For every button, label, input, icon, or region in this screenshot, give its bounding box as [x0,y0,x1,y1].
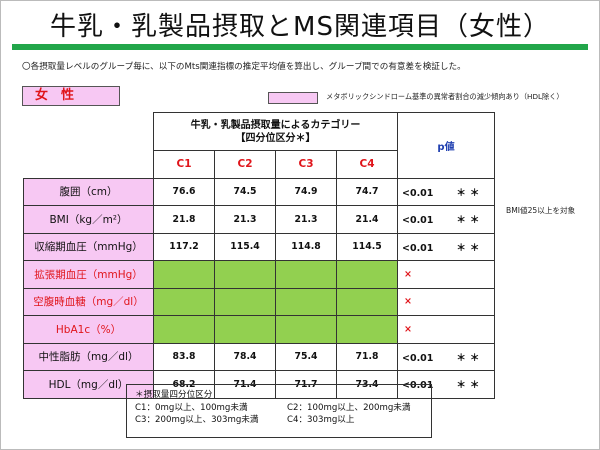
p-value-cell: <0.01 ＊＊ [397,205,495,234]
cell-na [275,315,337,344]
footnote-row: C3：200mg以上、303mg未満 C4：303mg以上 [135,414,423,427]
p-value: <0.01 [402,187,434,199]
sex-label: 女 性 [22,86,120,106]
significance-stars: ＊＊ [456,215,484,227]
cell-na [214,315,276,344]
cell: 71.8 [336,342,398,371]
p-value-cell: <0.01 ＊＊ [397,232,495,261]
p-value-cell: × [397,287,495,316]
category-header-line2: 【四分位区分＊】 [235,132,316,144]
p-value-cell: × [397,260,495,289]
cell-na [153,315,215,344]
table-row: 中性脂肪（mg／dl） 83.8 78.4 75.4 71.8 <0.01 ＊＊ [23,342,495,371]
p-value: <0.01 [402,380,434,392]
col-c1: C1 [153,150,215,179]
table-row: BMI（kg／m²） 21.8 21.3 21.3 21.4 <0.01 ＊＊ [23,205,495,234]
table-row: 収縮期血圧（mmHg） 117.2 115.4 114.8 114.5 <0.0… [23,232,495,261]
p-value: <0.01 [402,352,434,364]
quartile-footnote: ＊摂取量四分位区分 C1：0mg以上、100mg未満 C2：100mg以上、20… [126,384,432,438]
p-value: <0.01 [402,215,434,227]
cell-na [214,260,276,289]
row-label: HbA1c（%） [23,315,154,344]
table-row: 拡張期血圧（mmHg） × [23,260,495,289]
row-label: BMI（kg／m²） [23,205,154,234]
cell: 21.4 [336,205,398,234]
cell: 74.9 [275,177,337,206]
p-value-cell: <0.01 ＊＊ [397,342,495,371]
p-value-cell: × [397,315,495,344]
corner-blank-2 [24,151,154,179]
cell: 21.3 [275,205,337,234]
cell: 115.4 [214,232,276,261]
footnote-row: C1：0mg以上、100mg未満 C2：100mg以上、200mg未満 [135,402,423,415]
significance-stars: ＊＊ [456,187,484,199]
cell: 117.2 [153,232,215,261]
p-value-cell: <0.01 ＊＊ [397,177,495,206]
legend-swatch [268,92,318,104]
row-label: 拡張期血圧（mmHg） [23,260,154,289]
significance-stars: ＊＊ [456,242,484,254]
slide-title: 牛乳・乳製品摂取とMS関連項目（女性） [50,12,550,42]
cell-na [275,287,337,316]
title-underline [12,44,588,50]
col-c3: C3 [275,150,337,179]
bmi-side-note: BMI値25以上を対象 [506,206,576,215]
footnote-c1: C1：0mg以上、100mg未満 [135,402,248,413]
footnote-c3: C3：200mg以上、303mg未満 [135,415,259,425]
row-label: 収縮期血圧（mmHg） [23,232,154,261]
cell-na [153,260,215,289]
p-value: <0.01 [402,242,434,254]
cell: 114.5 [336,232,398,261]
col-c4: C4 [336,150,398,179]
footnote-c4: C4：303mg以上 [287,415,355,425]
intro-note: 〇各摂取量レベルのグループ毎に、以下のMts関連指標の推定平均値を算出し、グルー… [22,62,466,72]
col-c2: C2 [214,150,276,179]
table-row: 腹囲（cm） 76.6 74.5 74.9 74.7 <0.01 ＊＊ [23,177,495,206]
category-header-line1: 牛乳・乳製品摂取量によるカテゴリー [190,119,361,131]
cell: 114.8 [275,232,337,261]
cell-na [336,287,398,316]
cell: 21.8 [153,205,215,234]
row-label: HDL（mg／dl） [23,370,154,399]
cell: 78.4 [214,342,276,371]
row-label: 空腹時血糖（mg／dl） [23,287,154,316]
cell-na [336,315,398,344]
cell-na [153,287,215,316]
footnote-title: ＊摂取量四分位区分 [135,390,213,400]
cell: 74.7 [336,177,398,206]
row-label: 中性脂肪（mg／dl） [23,342,154,371]
corner-blank [24,113,154,151]
table-row: 空腹時血糖（mg／dl） × [23,287,495,316]
cell: 74.5 [214,177,276,206]
cell-na [275,260,337,289]
table-row: HbA1c（%） × [23,315,495,344]
footnote-c2: C2：100mg以上、200mg未満 [287,402,411,413]
cell-na [336,260,398,289]
significance-stars: ＊＊ [456,380,484,392]
legend-text: メタボリックシンドローム基準の異常者割合の減少傾向あり（HDL除く） [326,92,564,101]
cell: 75.4 [275,342,337,371]
significance-stars: ＊＊ [456,352,484,364]
p-value-header: p値 [397,112,495,179]
row-label: 腹囲（cm） [23,177,154,206]
cell: 21.3 [214,205,276,234]
cell: 76.6 [153,177,215,206]
category-header: 牛乳・乳製品摂取量によるカテゴリー 【四分位区分＊】 [153,112,398,151]
cell: 83.8 [153,342,215,371]
cell-na [214,287,276,316]
results-table: 牛乳・乳製品摂取量によるカテゴリー 【四分位区分＊】 p値 C1 C2 C3 C… [23,112,495,399]
